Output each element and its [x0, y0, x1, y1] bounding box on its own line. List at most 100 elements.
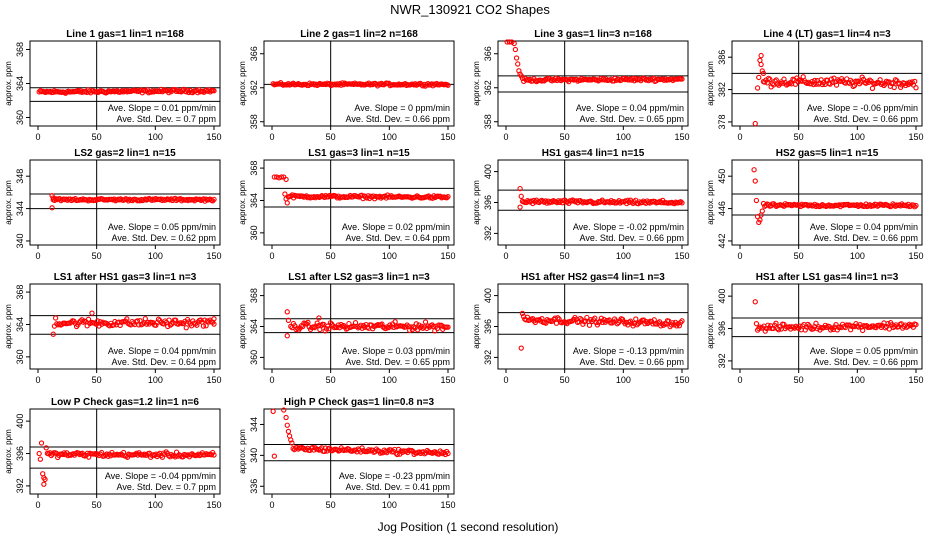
slope-annotation: Ave. Slope = -0.04 ppm/min	[105, 471, 216, 481]
data-point	[753, 197, 760, 204]
std-dev-annotation: Ave. Std. Dev. = 0.66 ppm	[814, 357, 918, 367]
data-point	[512, 46, 519, 53]
x-tick-label: 50	[560, 132, 570, 142]
panel-frame	[29, 159, 221, 246]
data-point	[518, 193, 524, 199]
std-dev-annotation: Ave. Std. Dev. = 0.66 ppm	[814, 114, 918, 124]
panel-14: High P Check gas=1 lin=0.8 n=3 0 50 100 150 3…	[238, 397, 456, 510]
panel-9: LS1 after HS1 gas=3 lin=1 n=3 0 50 100 150 36…	[4, 272, 222, 385]
data-point	[211, 196, 217, 202]
y-tick-label: 364	[15, 317, 25, 332]
data-point	[759, 208, 765, 214]
y-axis-label: approx. ppm	[706, 304, 715, 349]
slope-annotation: Ave. Slope = 0.02 ppm/min	[342, 222, 450, 232]
x-tick-label: 150	[206, 500, 221, 510]
x-tick-label: 150	[206, 132, 221, 142]
std-dev-annotation: Ave. Std. Dev. = 0.65 ppm	[346, 357, 450, 367]
data-point	[142, 316, 148, 322]
x-tick-label: 50	[794, 251, 804, 261]
y-tick-label: 358	[483, 114, 493, 129]
y-tick-label: 364	[15, 76, 25, 91]
x-tick-label: 0	[269, 375, 274, 385]
data-point	[877, 77, 883, 83]
x-tick-label: 0	[269, 132, 274, 142]
panel-12: HS1 after LS1 gas=4 lin=1 n=3 0 50 100 150 39…	[706, 272, 924, 385]
data-point	[913, 202, 919, 209]
y-tick-label: 368	[15, 285, 25, 300]
data-point	[752, 178, 758, 184]
panel-title: HS1 after LS1 gas=4 lin=1 n=3	[756, 272, 899, 283]
panel-title: High P Check gas=1 lin=0.8 n=3	[284, 397, 435, 408]
data-point	[282, 191, 288, 197]
data-point	[445, 193, 451, 200]
slope-annotation: Ave. Slope = 0.04 ppm/min	[576, 103, 684, 113]
x-tick-label: 50	[326, 132, 336, 142]
x-tick-label: 50	[326, 500, 336, 510]
data-point	[41, 481, 47, 487]
data-point	[327, 320, 334, 326]
data-point	[153, 322, 159, 328]
data-point	[555, 315, 561, 321]
std-dev-annotation: Ave. Std. Dev. = 0.7 ppm	[117, 114, 216, 124]
data-point	[50, 331, 56, 337]
data-point	[767, 76, 773, 82]
data-point	[50, 195, 56, 201]
panel-13: Low P Check gas=1.2 lin=1 n=6 0 50 100 150 39…	[4, 397, 222, 510]
slope-annotation: Ave. Slope = 0.05 ppm/min	[108, 222, 216, 232]
x-tick-label: 150	[206, 251, 221, 261]
data-point	[913, 85, 919, 91]
data-point	[813, 320, 819, 326]
data-point	[823, 324, 830, 331]
data-point	[325, 323, 331, 329]
y-tick-label: 366	[249, 46, 259, 61]
data-point	[912, 78, 918, 85]
data-point	[629, 320, 635, 326]
y-axis-label: approx. ppm	[4, 429, 13, 474]
data-point	[311, 324, 318, 331]
std-dev-annotation: Ave. Std. Dev. = 0.66 ppm	[580, 357, 684, 367]
y-tick-label: 368	[15, 42, 25, 57]
data-point	[124, 316, 130, 322]
data-point	[169, 321, 175, 327]
data-point	[758, 61, 764, 68]
x-tick-label: 150	[908, 132, 923, 142]
data-point	[318, 322, 324, 329]
data-point	[394, 451, 400, 458]
data-point	[513, 55, 520, 61]
y-tick-label: 360	[249, 225, 259, 240]
panel-title: Line 4 (LT) gas=1 lin=4 n=3	[763, 29, 891, 40]
data-point	[283, 414, 289, 421]
panel-title: LS1 gas=3 lin=1 n=15	[308, 148, 410, 159]
panel-frame	[731, 40, 923, 127]
x-tick-label: 100	[382, 375, 397, 385]
data-point	[410, 324, 417, 330]
data-point	[183, 325, 189, 331]
x-tick-label: 0	[503, 132, 508, 142]
data-point	[517, 185, 523, 192]
data-point	[765, 322, 771, 328]
y-axis-label: approx. ppm	[238, 61, 247, 106]
std-dev-annotation: Ave. Std. Dev. = 0.62 ppm	[112, 233, 216, 243]
data-point	[155, 316, 162, 322]
y-tick-label: 392	[483, 226, 493, 241]
x-tick-label: 0	[35, 132, 40, 142]
slope-annotation: Ave. Slope = 0.04 ppm/min	[108, 346, 216, 356]
x-tick-label: 50	[92, 375, 102, 385]
y-tick-label: 450	[717, 169, 727, 184]
data-point	[752, 120, 758, 127]
x-tick-label: 150	[440, 251, 455, 261]
y-tick-label: 400	[483, 288, 493, 303]
slope-annotation: Ave. Slope = 0.05 ppm/min	[810, 346, 918, 356]
y-tick-label: 378	[717, 114, 727, 129]
data-point	[36, 450, 42, 457]
data-point	[51, 323, 58, 329]
panel-8: HS2 gas=5 lin=1 n=15 0 50 100 150 442 446 450ap…	[706, 148, 924, 261]
data-point	[385, 324, 392, 331]
data-point	[577, 315, 583, 322]
data-point	[762, 328, 768, 334]
data-point	[445, 324, 451, 330]
data-point	[518, 73, 524, 79]
data-point	[95, 318, 101, 324]
y-tick-label: 392	[717, 353, 727, 368]
slope-annotation: Ave. Slope = -0.23 ppm/min	[339, 471, 450, 481]
